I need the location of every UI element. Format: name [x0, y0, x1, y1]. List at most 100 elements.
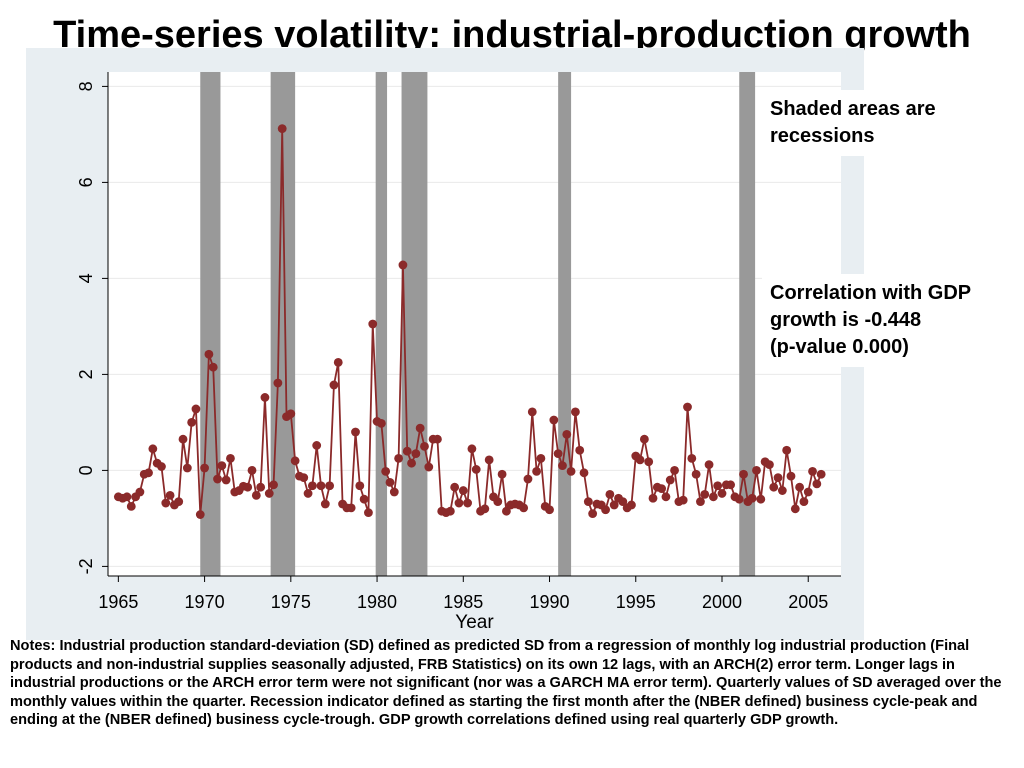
data-point — [562, 430, 572, 439]
data-point — [795, 482, 805, 492]
axes — [107, 72, 841, 577]
data-point — [144, 468, 153, 478]
data-point — [359, 494, 369, 504]
recession-band — [739, 72, 756, 576]
y-tick-label: -2 — [76, 558, 96, 574]
data-point — [609, 500, 619, 510]
data-point — [734, 494, 744, 504]
data-point — [424, 462, 434, 472]
data-point — [549, 415, 559, 425]
data-point — [704, 460, 714, 470]
data-point — [325, 481, 335, 491]
data-point — [665, 475, 675, 485]
data-point — [691, 469, 701, 479]
data-point — [566, 466, 576, 476]
data-point — [812, 479, 822, 489]
data-point — [445, 506, 455, 516]
data-point — [277, 124, 287, 134]
data-point — [269, 480, 278, 490]
data-point — [247, 466, 257, 475]
data-point — [415, 423, 425, 433]
data-point — [558, 461, 567, 470]
data-point — [635, 455, 645, 465]
data-point — [243, 482, 253, 492]
data-point — [204, 349, 214, 359]
data-point — [657, 484, 667, 494]
data-point — [433, 434, 442, 444]
data-point — [463, 498, 472, 508]
data-point — [316, 481, 326, 491]
data-point — [777, 486, 787, 495]
data-point — [126, 502, 136, 511]
data-point — [519, 503, 529, 513]
data-point — [264, 489, 274, 498]
recession-band — [558, 72, 572, 576]
data-point — [661, 492, 671, 502]
data-point — [329, 380, 339, 390]
data-point — [678, 495, 688, 505]
data-point — [502, 506, 511, 516]
data-point — [290, 456, 300, 466]
data-point — [178, 434, 188, 444]
data-point — [575, 445, 585, 455]
data-point — [256, 482, 266, 492]
data-point — [493, 497, 503, 506]
x-tick-label: 2000 — [702, 592, 742, 612]
data-point — [588, 509, 598, 518]
data-point — [644, 457, 654, 467]
data-point — [385, 478, 395, 487]
data-point — [398, 260, 408, 270]
data-point — [648, 493, 658, 503]
data-point — [394, 454, 404, 463]
recession-band — [200, 72, 221, 576]
y-tick-label: 8 — [76, 81, 96, 91]
data-point — [381, 466, 391, 476]
x-tick-label: 1985 — [443, 592, 483, 612]
data-point — [803, 487, 813, 497]
chart-container: -2 0 2 4 6 8 1965 1970 1975 1980 1985 1990 1995 2000… — [26, 48, 864, 640]
data-point — [571, 407, 580, 417]
y-axis-ticks: -2 0 2 4 6 8 — [76, 81, 108, 574]
data-point — [471, 465, 481, 474]
data-point — [450, 482, 460, 492]
data-point — [420, 442, 429, 451]
data-point — [739, 469, 748, 479]
recession-note: Shaded areas are recessions — [762, 90, 1024, 156]
data-point — [713, 481, 723, 491]
data-point — [299, 473, 309, 482]
data-point — [221, 475, 231, 485]
data-point — [157, 462, 166, 471]
data-point — [696, 497, 705, 506]
data-point — [605, 490, 615, 499]
data-point — [627, 500, 636, 510]
correlation-line-1: Correlation with GDP — [770, 282, 972, 304]
data-point — [346, 503, 356, 513]
data-point — [480, 504, 490, 514]
data-point — [251, 490, 261, 500]
data-point — [364, 508, 373, 518]
data-point — [174, 497, 184, 506]
data-point — [368, 319, 378, 329]
y-tick-label: 0 — [76, 465, 96, 475]
data-point — [747, 493, 757, 503]
data-point — [579, 468, 589, 478]
data-point — [312, 441, 322, 450]
data-point — [618, 497, 628, 506]
data-point — [756, 494, 766, 504]
data-point — [700, 490, 710, 499]
notes-text: Notes: Industrial production standard-de… — [10, 638, 1002, 728]
data-point — [333, 358, 343, 367]
data-point — [769, 482, 779, 492]
data-point — [273, 378, 283, 388]
data-point — [773, 473, 783, 482]
recession-band — [401, 72, 428, 576]
data-point — [208, 362, 218, 372]
data-point — [639, 434, 649, 444]
data-point — [808, 466, 817, 476]
data-point — [527, 407, 537, 417]
data-point — [601, 505, 610, 515]
data-point — [790, 504, 800, 514]
data-point — [523, 474, 533, 484]
data-point — [200, 463, 209, 473]
data-point — [683, 402, 692, 412]
